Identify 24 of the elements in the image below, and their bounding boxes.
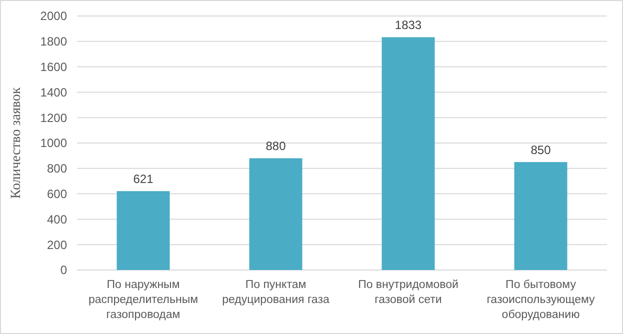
x-tick-label: По пунктам редуцирования газа — [222, 279, 330, 306]
y-tick-label: 1400 — [40, 85, 68, 100]
x-tick-label: По внутридомовой газовой сети — [358, 279, 458, 306]
bar — [249, 158, 302, 270]
y-tick-label: 600 — [46, 187, 68, 201]
y-tick-label: 1000 — [40, 136, 68, 150]
y-tick-label: 400 — [46, 212, 68, 226]
bar — [382, 37, 435, 270]
data-label: 621 — [133, 172, 154, 186]
data-label: 880 — [266, 139, 286, 154]
y-tick-label: 2000 — [40, 9, 68, 24]
x-tick-label: По бытовому газоиспользующему оборудованию — [486, 279, 596, 321]
data-label: 850 — [530, 143, 552, 158]
y-tick-label: 800 — [46, 162, 68, 176]
y-tick-label: 200 — [46, 238, 68, 252]
y-tick-label: 0 — [60, 263, 68, 278]
y-tick-label: 1800 — [40, 34, 68, 49]
x-tick-label: По наружным распределительным газопроводам — [88, 279, 198, 321]
data-label: 1833 — [394, 18, 422, 32]
y-tick-label: 1600 — [40, 60, 68, 74]
y-axis-title: Количество заявок — [9, 87, 24, 199]
bar — [514, 162, 568, 270]
bar — [116, 191, 170, 270]
y-tick-label: 1200 — [40, 110, 68, 125]
